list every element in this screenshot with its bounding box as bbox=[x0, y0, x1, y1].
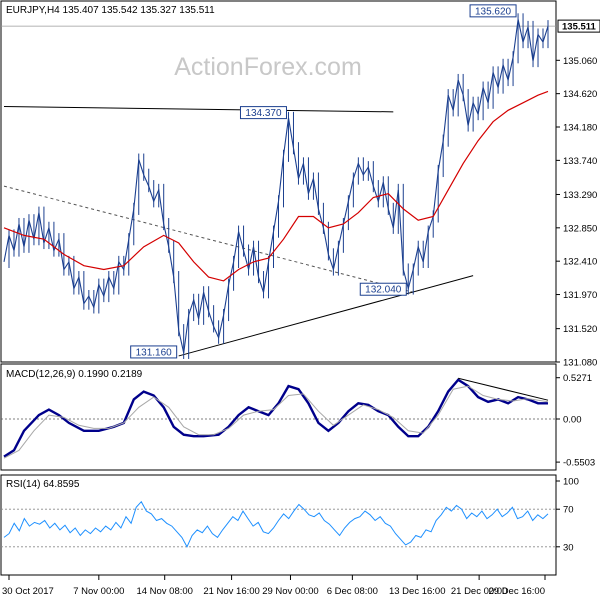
macd-trendline bbox=[458, 377, 549, 401]
price-y-tick-label: 132.850 bbox=[563, 223, 597, 234]
macd-y-tick-label: 0.00 bbox=[563, 415, 582, 426]
rsi-title: RSI(14) 64.8595 bbox=[6, 479, 80, 490]
x-tick-label: 30 Oct 2017 bbox=[2, 586, 54, 597]
macd-title: MACD(12,26,9) 0.1990 0.2189 bbox=[6, 369, 143, 380]
dashed-trendline bbox=[3, 185, 414, 293]
price-chart-title: EURJPY,H4 135.407 135.542 135.327 135.51… bbox=[6, 5, 215, 16]
x-tick-label: 6 Dec 08:00 bbox=[327, 586, 378, 597]
x-tick-label: 29 Dec 16:00 bbox=[488, 586, 545, 597]
trendline bbox=[3, 106, 394, 113]
price-y-tick-label: 133.740 bbox=[563, 156, 597, 167]
price-y-tick-label: 131.970 bbox=[563, 290, 597, 301]
price-y-tick-label: 133.290 bbox=[563, 190, 597, 201]
x-tick-label: 29 Nov 00:00 bbox=[262, 586, 319, 597]
rsi-panel-frame bbox=[0, 474, 557, 576]
price-y-tick-label: 135.060 bbox=[563, 56, 597, 67]
macd-series-signal bbox=[3, 385, 549, 459]
macd-series-macd bbox=[3, 378, 548, 458]
price-annotation-label: 132.040 bbox=[365, 285, 402, 296]
trendline bbox=[178, 275, 474, 357]
price-y-tick-label: 134.620 bbox=[563, 89, 597, 100]
x-tick-label: 21 Nov 16:00 bbox=[203, 586, 260, 597]
price-annotation-box bbox=[239, 106, 287, 120]
price-annotation-label: 131.160 bbox=[136, 347, 173, 358]
price-y-tick-label: 131.520 bbox=[563, 324, 597, 335]
price-annotation-label: 134.370 bbox=[245, 108, 282, 119]
watermark: ActionForex.com bbox=[174, 53, 362, 81]
x-tick-label: 7 Nov 00:00 bbox=[73, 586, 124, 597]
macd-y-tick-label: 0.5271 bbox=[563, 373, 592, 384]
x-tick-label: 14 Nov 08:00 bbox=[136, 586, 193, 597]
rsi-series-line bbox=[3, 500, 549, 548]
price-y-tick-label: 134.180 bbox=[563, 123, 597, 134]
price-annotation-box bbox=[359, 282, 407, 296]
rsi-y-tick-label: 70 bbox=[563, 505, 574, 516]
last-price-label: 135.511 bbox=[562, 22, 597, 33]
rsi-y-tick-label: 100 bbox=[563, 477, 579, 488]
x-tick-label: 21 Dec 00:00 bbox=[451, 586, 508, 597]
price-annotation-label: 135.620 bbox=[475, 6, 512, 17]
last-price-tag bbox=[557, 19, 600, 33]
rsi-y-tick-label: 30 bbox=[563, 542, 574, 553]
moving-average-line bbox=[3, 90, 549, 282]
price-series-line bbox=[3, 19, 549, 354]
price-annotation-box bbox=[130, 345, 178, 359]
price-y-tick-label: 132.410 bbox=[563, 257, 597, 268]
price-annotation-box bbox=[469, 4, 517, 18]
price-y-tick-label: 131.080 bbox=[563, 358, 597, 369]
macd-y-tick-label: -0.5503 bbox=[563, 458, 595, 469]
x-tick-label: 13 Dec 16:00 bbox=[389, 586, 446, 597]
macd-panel-frame bbox=[0, 363, 557, 471]
price-panel-frame bbox=[0, 0, 557, 363]
